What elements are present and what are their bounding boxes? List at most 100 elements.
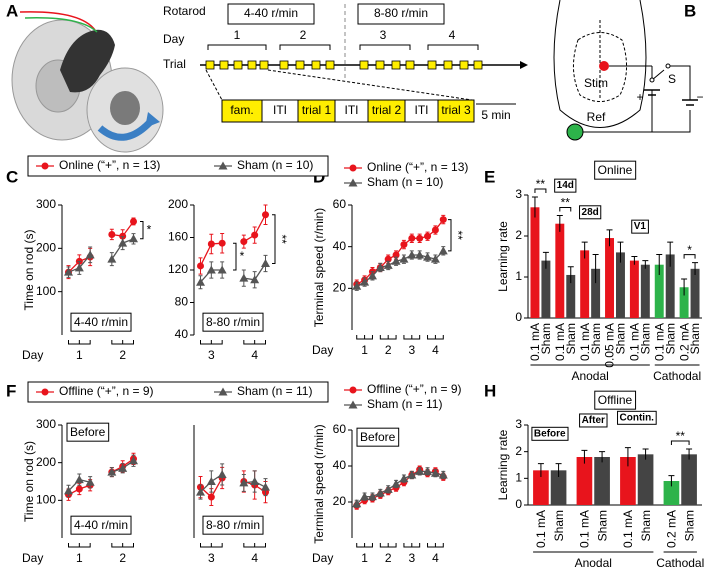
point: [239, 478, 249, 487]
day-bracket: [68, 340, 91, 345]
condition-label: 8-80 r/min: [206, 518, 260, 532]
day-number: 3: [380, 28, 387, 42]
point: [349, 386, 357, 394]
y-axis-label: Learning rate: [496, 221, 510, 292]
bar: [591, 268, 601, 318]
condition-tag: V1: [634, 221, 647, 232]
bar: [654, 264, 664, 318]
error-bar: [592, 253, 599, 284]
significance-label: **: [275, 234, 289, 244]
significance-bracket: [670, 440, 690, 445]
condition-label: 4-40 r/min: [74, 315, 128, 329]
group-label: Cathodal: [656, 556, 704, 570]
error-bar: [556, 215, 563, 232]
day-bracket: [111, 340, 134, 345]
point: [261, 482, 270, 491]
x-tick-label: 3: [408, 551, 415, 565]
point: [407, 250, 417, 259]
point: [391, 256, 401, 265]
x-axis-label: Day: [22, 551, 43, 565]
y-tick-label: 20: [333, 281, 347, 295]
error-bar: [642, 448, 649, 460]
day-bracket: [356, 543, 373, 548]
x-tick-label: 2: [119, 348, 126, 362]
label-box: [554, 178, 577, 193]
significance-label: *: [147, 222, 152, 236]
condition-tag: 28d: [582, 207, 599, 218]
sequence-label: trial 2: [372, 103, 402, 117]
y-tick-label: 100: [36, 493, 56, 507]
point: [207, 493, 215, 501]
day-number: 2: [300, 28, 307, 42]
x-axis-label: Day: [312, 343, 333, 357]
error-bar: [642, 260, 649, 269]
group-label: Anodal: [575, 556, 612, 570]
point: [407, 470, 417, 479]
x-tick-label: 3: [208, 551, 215, 565]
panel-label: E: [484, 167, 495, 186]
day-bracket: [111, 543, 134, 548]
point: [430, 254, 440, 263]
day-bracket: [403, 543, 421, 548]
significance-bracket: [272, 214, 276, 264]
series-line: [356, 219, 444, 285]
point: [85, 250, 95, 259]
scale-label: 5 min: [481, 108, 510, 122]
bar: [580, 250, 590, 318]
bar: [576, 457, 593, 505]
day-number: 1: [234, 28, 241, 42]
point: [74, 475, 84, 484]
plus-label: +: [636, 90, 643, 104]
label-box: [202, 312, 264, 332]
label-box: [202, 515, 264, 535]
error-bar: [631, 256, 638, 265]
point: [250, 477, 260, 485]
point: [375, 263, 385, 271]
y-tick-label: 1: [515, 471, 522, 485]
legend-label: Sham (n = 11): [237, 384, 312, 398]
y-tick-label: 200: [36, 241, 56, 255]
error-bar: [681, 278, 688, 296]
legend-label: Sham (n = 10): [367, 175, 443, 189]
condition-tag: Before: [534, 428, 566, 439]
legend-box: [27, 381, 329, 403]
point: [64, 486, 73, 495]
point: [360, 492, 370, 501]
error-bar: [606, 229, 613, 247]
series-line: [199, 214, 267, 267]
x-tick-label: Sham: [639, 510, 653, 541]
point: [196, 277, 205, 286]
x-tick-label: Sham: [639, 323, 653, 354]
y-tick-label: 100: [36, 284, 56, 298]
legend-box: [27, 155, 329, 177]
y-tick-label: 40: [175, 327, 189, 341]
bar: [605, 238, 614, 318]
x-tick-label: 1: [361, 551, 368, 565]
y-tick-label: 80: [175, 295, 189, 309]
point: [431, 226, 439, 234]
point: [239, 273, 249, 282]
legend-label: Sham (n = 10): [237, 158, 313, 172]
error-bar: [617, 241, 624, 263]
error-bar: [555, 463, 562, 477]
point: [416, 234, 424, 242]
bar: [620, 457, 636, 505]
switch-label: S: [668, 72, 676, 86]
point: [240, 238, 248, 246]
bar: [555, 223, 565, 318]
significance-bracket: [233, 242, 237, 271]
legend-label: Offline (“+”, n = 9): [59, 384, 153, 398]
significance-label: *: [687, 243, 692, 257]
y-tick-label: 20: [333, 494, 347, 508]
panel-label: B: [684, 1, 696, 20]
point: [375, 488, 385, 497]
point: [85, 477, 95, 486]
y-axis-label: Time on rod (s): [22, 441, 36, 522]
day-bracket: [68, 543, 91, 548]
condition-label: 8-80 r/min: [206, 315, 260, 329]
label-box: [531, 426, 569, 441]
timeline: Rotarod 4-40 r/min 8-80 r/min Day 1 2 3 …: [163, 3, 528, 123]
point: [107, 467, 117, 476]
point: [424, 232, 432, 240]
error-bar: [537, 463, 544, 477]
